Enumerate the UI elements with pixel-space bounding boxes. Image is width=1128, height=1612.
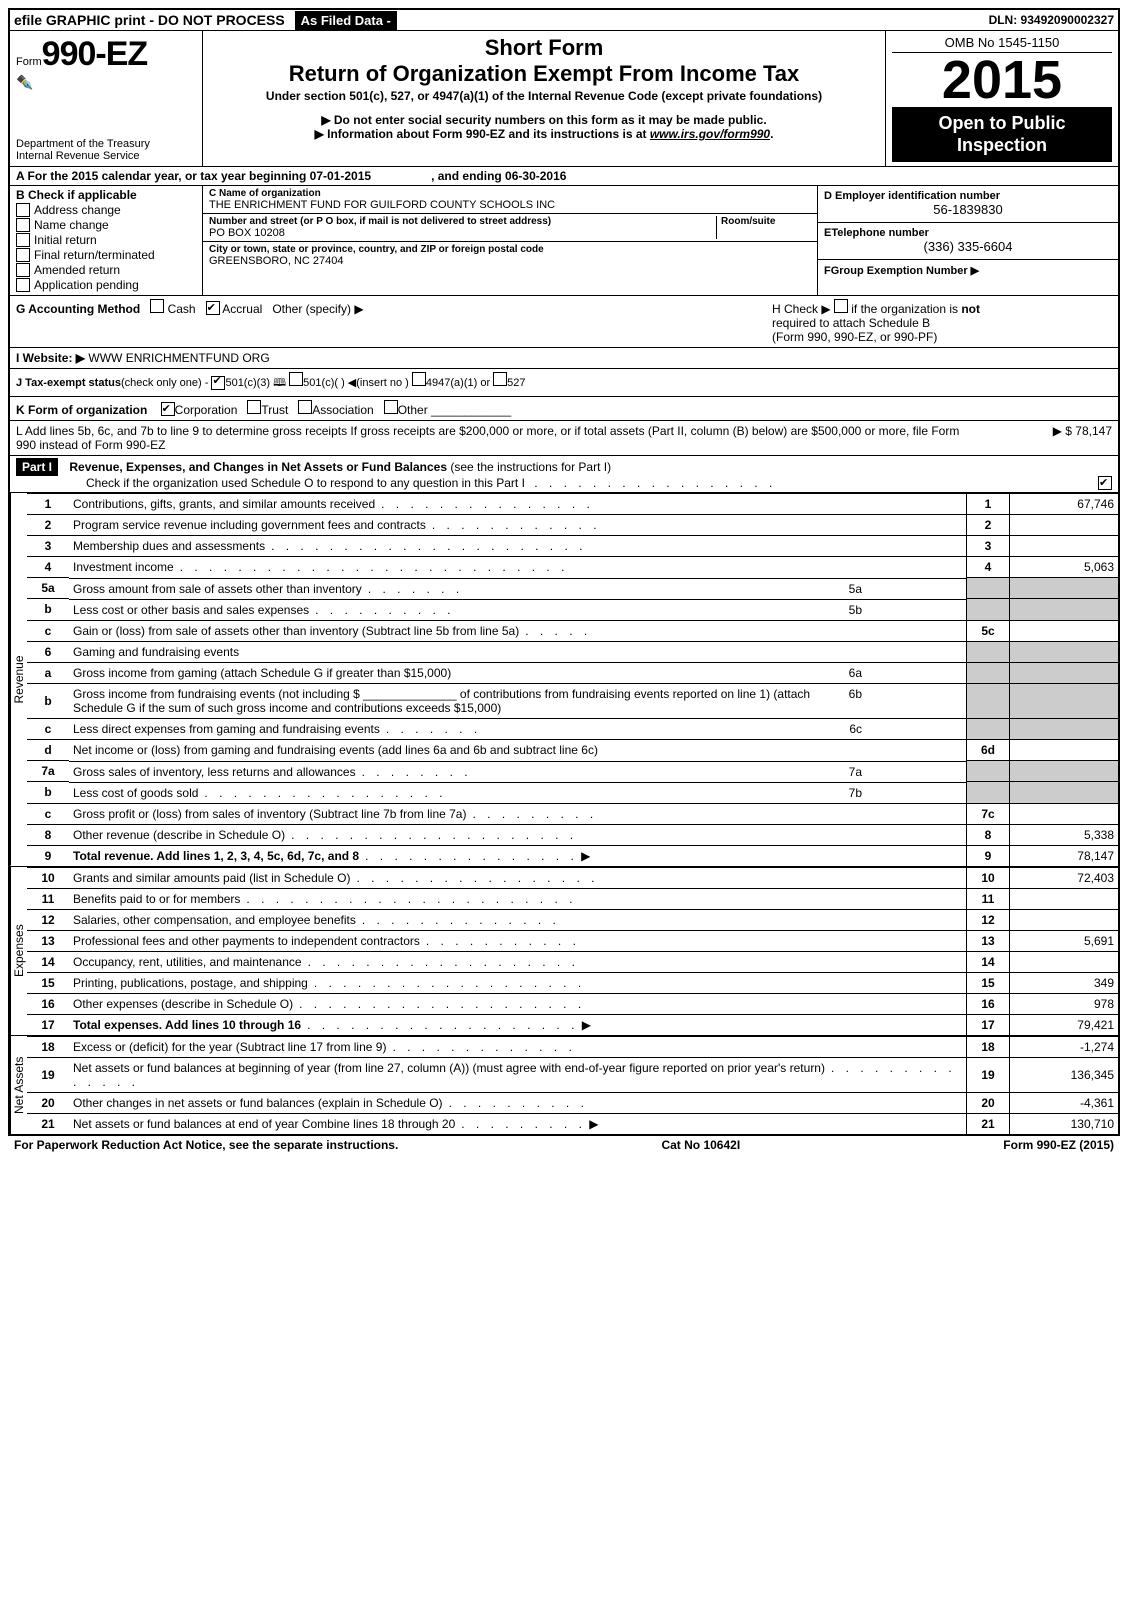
c-label: C Name of organization xyxy=(209,188,811,199)
dept-treasury: Department of the Treasury xyxy=(16,138,196,150)
header: Form990-EZ ✒️ Department of the Treasury… xyxy=(10,31,1118,166)
row-l-gross-receipts: L Add lines 5b, 6c, and 7b to line 9 to … xyxy=(10,420,1118,455)
chk-address-change[interactable] xyxy=(16,203,30,217)
top-bar: efile GRAPHIC print - DO NOT PROCESS As … xyxy=(10,10,1118,31)
chk-501c[interactable] xyxy=(289,372,303,386)
form-container: efile GRAPHIC print - DO NOT PROCESS As … xyxy=(8,8,1120,1136)
form-prefix: Form xyxy=(16,56,42,68)
info-line: ▶ Information about Form 990-EZ and its … xyxy=(211,127,877,141)
chk-trust[interactable] xyxy=(247,400,261,414)
open-to-public-badge: Open to Public Inspection xyxy=(892,107,1112,162)
row-k-org-form: K Form of organization Corporation Trust… xyxy=(10,396,1118,420)
chk-other-org[interactable] xyxy=(384,400,398,414)
chk-initial-return[interactable] xyxy=(16,233,30,247)
header-mid: Short Form Return of Organization Exempt… xyxy=(203,31,886,166)
paperwork-notice: For Paperwork Reduction Act Notice, see … xyxy=(14,1138,398,1152)
d-label: D Employer identification number xyxy=(824,190,1112,202)
row-j-tax-status: J Tax-exempt status(check only one) - 50… xyxy=(10,368,1118,396)
section-note: Under section 501(c), 527, or 4947(a)(1)… xyxy=(211,89,877,103)
part-i-tag: Part I xyxy=(16,458,58,476)
dln: DLN: 93492090002327 xyxy=(989,13,1114,27)
row-i-website: I Website: ▶ WWW ENRICHMENTFUND ORG xyxy=(10,347,1118,368)
chk-4947[interactable] xyxy=(412,372,426,386)
revenue-label: Revenue xyxy=(10,493,27,866)
efile-notice: efile GRAPHIC print - DO NOT PROCESS xyxy=(14,12,285,28)
website: WWW ENRICHMENTFUND ORG xyxy=(88,351,269,365)
section-c-org: C Name of organization THE ENRICHMENT FU… xyxy=(203,186,817,295)
dept-irs: Internal Revenue Service xyxy=(16,150,196,162)
footer: For Paperwork Reduction Act Notice, see … xyxy=(8,1136,1120,1154)
net-assets-section: Net Assets 18Excess or (deficit) for the… xyxy=(10,1035,1118,1134)
header-right: OMB No 1545-1150 2015 Open to Public Ins… xyxy=(886,31,1118,166)
expenses-section: Expenses 10Grants and similar amounts pa… xyxy=(10,866,1118,1035)
chk-amended-return[interactable] xyxy=(16,263,30,277)
part-i-header: Part I Revenue, Expenses, and Changes in… xyxy=(10,455,1118,492)
addr-label: Number and street (or P O box, if mail i… xyxy=(209,216,716,227)
l-text: L Add lines 5b, 6c, and 7b to line 9 to … xyxy=(16,424,982,452)
h-schedule-b: H Check ▶ if the organization is not req… xyxy=(772,299,1112,344)
chk-application-pending[interactable] xyxy=(16,278,30,292)
expenses-table: 10Grants and similar amounts paid (list … xyxy=(27,867,1118,1035)
form-ref: Form 990-EZ (2015) xyxy=(1003,1138,1114,1152)
chk-501c3[interactable] xyxy=(211,376,225,390)
l-value: ▶ $ 78,147 xyxy=(982,424,1112,438)
tax-year: 2015 xyxy=(892,53,1112,107)
b-header: B Check if applicable xyxy=(16,188,196,202)
cat-no: Cat No 10642I xyxy=(661,1138,740,1152)
ein: 56-1839830 xyxy=(824,202,1112,217)
net-assets-label: Net Assets xyxy=(10,1036,27,1134)
chk-schedule-b[interactable] xyxy=(834,299,848,313)
org-address: PO BOX 10208 xyxy=(209,227,716,239)
expenses-label: Expenses xyxy=(10,867,27,1035)
as-filed-badge: As Filed Data - xyxy=(295,11,397,30)
net-assets-table: 18Excess or (deficit) for the year (Subt… xyxy=(27,1036,1118,1134)
org-name: THE ENRICHMENT FUND FOR GUILFORD COUNTY … xyxy=(209,199,811,211)
irs-link[interactable]: www.irs.gov/form990 xyxy=(650,127,770,141)
row-gh: G Accounting Method Cash Accrual Other (… xyxy=(10,295,1118,347)
chk-527[interactable] xyxy=(493,372,507,386)
e-label: ETelephone number xyxy=(824,227,1112,239)
part-i-title: Revenue, Expenses, and Changes in Net As… xyxy=(69,460,447,474)
row-a-tax-year: A For the 2015 calendar year, or tax yea… xyxy=(10,166,1118,185)
f-label: FGroup Exemption Number ▶ xyxy=(824,264,1112,277)
revenue-table: 1Contributions, gifts, grants, and simil… xyxy=(27,493,1118,866)
header-left: Form990-EZ ✒️ Department of the Treasury… xyxy=(10,31,203,166)
return-title: Return of Organization Exempt From Incom… xyxy=(211,61,877,87)
g-accounting: G Accounting Method Cash Accrual Other (… xyxy=(16,299,364,316)
chk-cash[interactable] xyxy=(150,299,164,313)
city-label: City or town, state or province, country… xyxy=(209,244,811,255)
chk-association[interactable] xyxy=(298,400,312,414)
org-info-grid: B Check if applicable Address change Nam… xyxy=(10,185,1118,295)
chk-name-change[interactable] xyxy=(16,218,30,232)
form-number: 990-EZ xyxy=(42,35,148,73)
org-city: GREENSBORO, NC 27404 xyxy=(209,255,811,267)
chk-accrual[interactable] xyxy=(206,301,220,315)
section-def: D Employer identification number 56-1839… xyxy=(817,186,1118,295)
chk-schedule-o[interactable] xyxy=(1098,476,1112,490)
section-b-checkboxes: B Check if applicable Address change Nam… xyxy=(10,186,203,295)
short-form-label: Short Form xyxy=(211,35,877,61)
room-label: Room/suite xyxy=(721,216,811,227)
chk-final-return[interactable] xyxy=(16,248,30,262)
telephone: (336) 335-6604 xyxy=(824,239,1112,254)
part-i-note: (see the instructions for Part I) xyxy=(450,460,611,474)
ssn-warning: ▶ Do not enter social security numbers o… xyxy=(211,113,877,127)
revenue-section: Revenue 1Contributions, gifts, grants, a… xyxy=(10,492,1118,866)
chk-corporation[interactable] xyxy=(161,402,175,416)
part-i-check-text: Check if the organization used Schedule … xyxy=(86,476,525,490)
